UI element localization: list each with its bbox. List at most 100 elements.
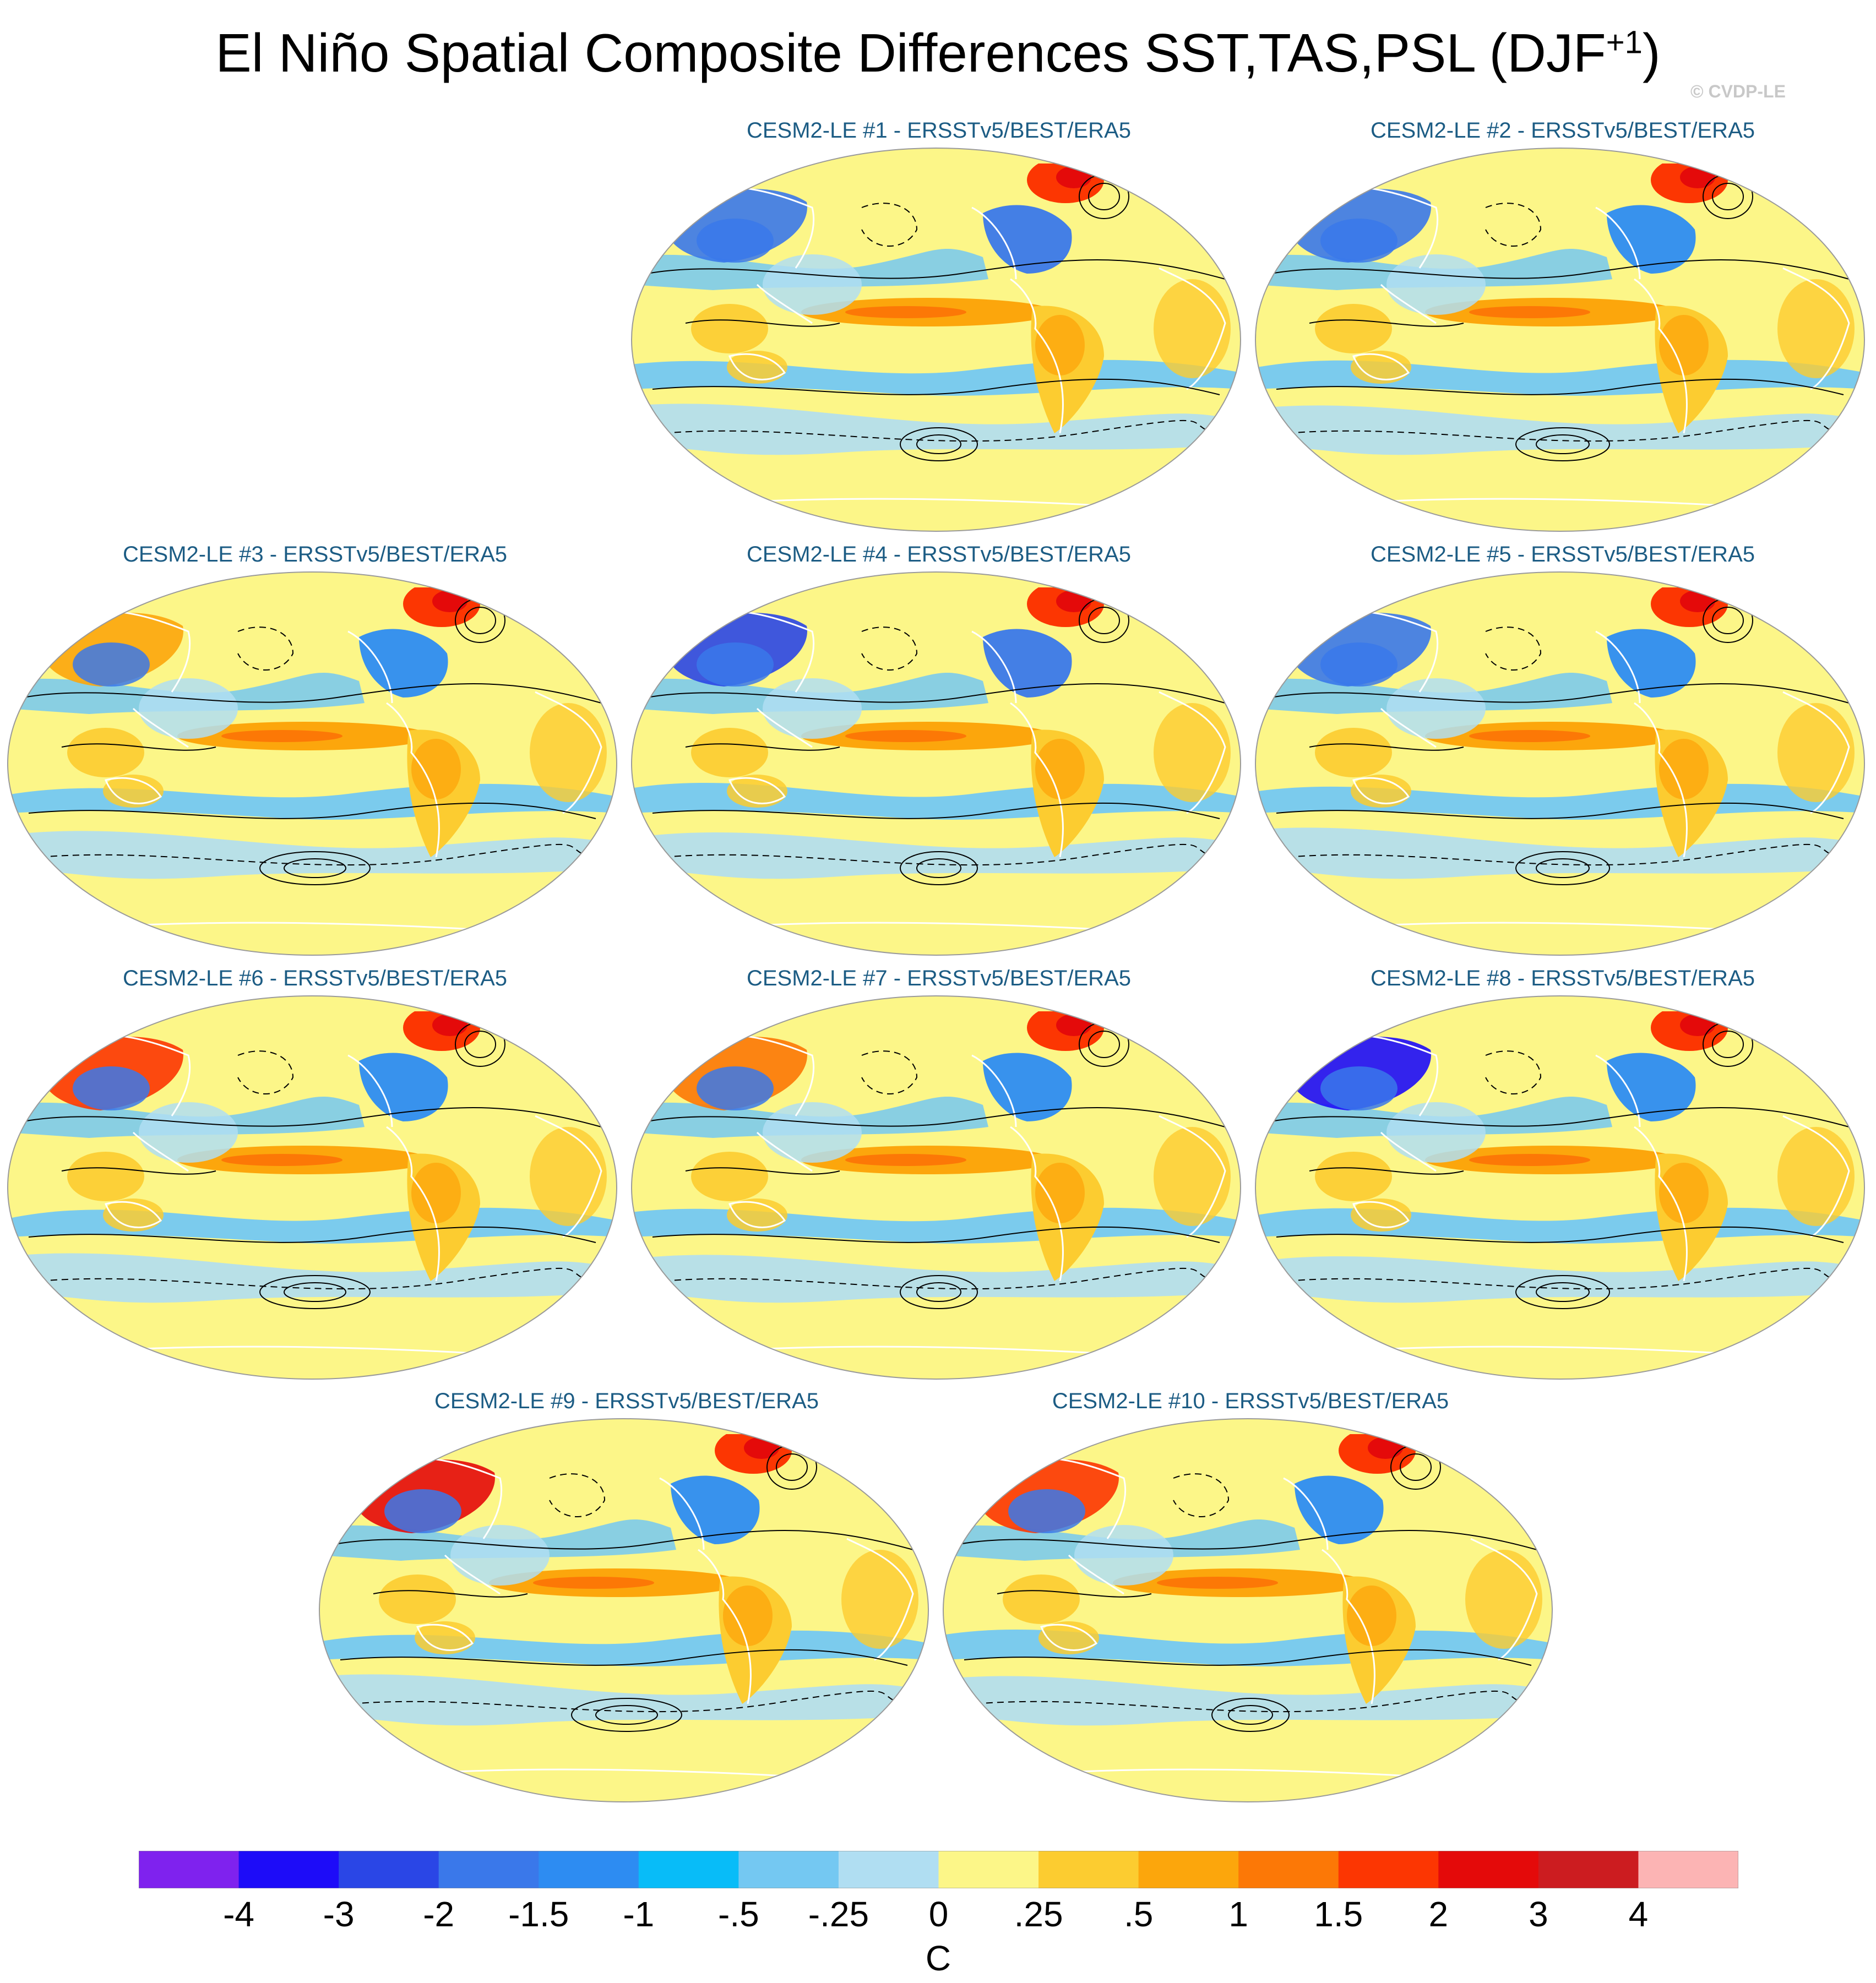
australia-warm [727, 1198, 787, 1232]
arctic-band [632, 572, 1241, 587]
coastline [1159, 1115, 1226, 1238]
amazon-warm [1347, 1586, 1396, 1646]
coastline [698, 1549, 752, 1704]
colorbar-tick-label: -4 [223, 1894, 255, 1934]
colorbar-swatch [238, 1851, 339, 1888]
canada-warm-core [1056, 590, 1091, 612]
global-map [7, 571, 617, 956]
psl-contour [1276, 1226, 1844, 1243]
colorbar-tick-label: 1 [1228, 1894, 1248, 1934]
global-map [943, 1418, 1553, 1802]
colorbar-tick-label: .25 [1014, 1894, 1063, 1934]
map-panel-9: CESM2-LE #9 - ERSSTv5/BEST/ERA5 [316, 1389, 938, 1807]
amazon-warm [1659, 315, 1709, 375]
el-nino-core [221, 1154, 342, 1166]
coastline [1040, 1554, 1124, 1651]
psl-contour-negative [351, 1690, 902, 1713]
global-map [631, 571, 1241, 956]
el-nino-core [845, 306, 966, 318]
psl-contour-low [900, 1275, 978, 1309]
psl-contour [23, 683, 602, 704]
coastline [1782, 267, 1850, 390]
coastline [1634, 1126, 1688, 1282]
panel-title: CESM2-LE #2 - ERSSTv5/BEST/ERA5 [1370, 118, 1755, 143]
coastline [416, 1554, 501, 1651]
colorbar-tick-label: 2 [1428, 1894, 1449, 1934]
indian-ocean-warm [67, 728, 144, 777]
psl-contour [652, 1226, 1220, 1243]
psl-contour-low [284, 1282, 346, 1302]
panel-title: CESM2-LE #6 - ERSSTv5/BEST/ERA5 [122, 966, 507, 990]
psl-contour [1270, 683, 1850, 704]
colorbar-tick-label: 1.5 [1314, 1894, 1363, 1934]
psl-contour [685, 319, 840, 327]
east-asia-cool [1320, 1066, 1398, 1110]
east-asia-cool [697, 1066, 774, 1110]
map-panel-4: CESM2-LE #4 - ERSSTv5/BEST/ERA5 [628, 542, 1250, 961]
coastline [1352, 707, 1437, 804]
west-pacific-cool [139, 678, 238, 739]
psl-contour-low [900, 851, 978, 885]
coastline [728, 284, 813, 380]
australia-warm [1351, 1198, 1411, 1232]
colorbar-tick-label: -3 [323, 1894, 355, 1934]
arctic-band [1255, 148, 1864, 164]
psl-contour [646, 1107, 1226, 1127]
australia-warm [415, 1621, 475, 1654]
canada-warm-core [1056, 166, 1091, 188]
west-pacific-cool [1386, 254, 1486, 315]
amazon-warm [1035, 315, 1085, 375]
el-nino-core [1157, 1577, 1278, 1589]
southern-ocean-band [319, 1674, 928, 1726]
psl-contour-high [464, 607, 496, 634]
psl-contour [685, 743, 840, 751]
psl-contour-negative [1485, 1050, 1542, 1094]
coastline [535, 691, 602, 814]
psl-contour [652, 802, 1220, 819]
el-nino-core [845, 1154, 966, 1166]
psl-contour-negative [1287, 843, 1839, 866]
psl-contour-negative [237, 1050, 294, 1094]
colorbar-tick-label: 3 [1529, 1894, 1548, 1934]
east-asia-cool [697, 642, 774, 687]
psl-contour [1276, 378, 1844, 395]
psl-contour-high [776, 1453, 808, 1481]
coastline [1010, 702, 1064, 858]
psl-contour-negative [663, 420, 1215, 442]
north-america-cool [983, 1053, 1072, 1121]
africa-warm [530, 703, 607, 802]
southern-ocean-band [8, 1253, 617, 1303]
colorbar-swatch [438, 1851, 539, 1888]
panel-title: CESM2-LE #9 - ERSSTv5/BEST/ERA5 [434, 1389, 819, 1413]
colorbar-tick-label: -1 [623, 1894, 655, 1934]
colorbar-swatch [1238, 1851, 1339, 1888]
east-asia-cool [73, 1066, 150, 1110]
psl-contour [685, 1167, 840, 1175]
coastline [1352, 1131, 1437, 1228]
map-border [631, 995, 1241, 1380]
psl-contour-negative [1485, 627, 1542, 671]
psl-contour-negative [549, 1473, 606, 1517]
psl-contour-negative [861, 627, 918, 671]
indian-ocean-warm [1315, 304, 1392, 353]
psl-contour [964, 1649, 1532, 1666]
map-panel-10: CESM2-LE #10 - ERSSTv5/BEST/ERA5 [939, 1389, 1562, 1807]
map-panel-2: CESM2-LE #2 - ERSSTv5/BEST/ERA5 [1252, 118, 1874, 537]
global-map [631, 995, 1241, 1380]
coastline [347, 1054, 393, 1127]
map-border [1255, 148, 1865, 532]
map-panel-6: CESM2-LE #6 - ERSSTv5/BEST/ERA5 [4, 966, 626, 1385]
east-asia-cool [384, 1489, 461, 1533]
colorbar-tick-label: -.25 [808, 1894, 869, 1934]
amazon-warm [1035, 739, 1085, 799]
indian-ocean-warm [691, 1152, 768, 1201]
global-map [319, 1418, 929, 1802]
coastline [1283, 1477, 1329, 1550]
indian-ocean-warm [67, 1152, 144, 1201]
el-nino-core [1469, 730, 1590, 742]
arctic-band [1255, 996, 1864, 1011]
psl-contour [61, 743, 216, 751]
southern-ocean-band [632, 832, 1241, 879]
australia-warm [1351, 351, 1411, 384]
coastline [1159, 691, 1226, 814]
